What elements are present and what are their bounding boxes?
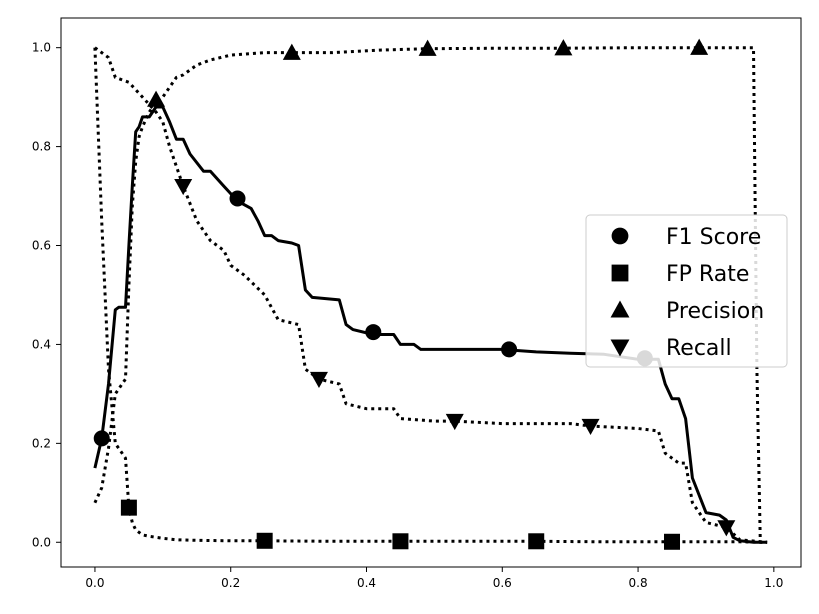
y-tick-label: 0.8: [32, 140, 51, 154]
x-tick-label: 0.2: [221, 576, 240, 590]
x-tick-label: 0.6: [493, 576, 512, 590]
x-axis: 0.0 0.2 0.4 0.6 0.8 1.0: [85, 567, 783, 590]
legend-marker-f1-score: [611, 227, 629, 245]
data-point-f1-score: [93, 430, 110, 447]
legend-box: [585, 214, 788, 368]
data-point-fp-rate: [528, 533, 545, 550]
legend-marker-precision: [610, 300, 630, 318]
y-tick-label: 1.0: [32, 41, 51, 55]
x-tick-label: 0.8: [629, 576, 648, 590]
data-point-precision: [554, 39, 573, 56]
y-tick-label: 0.2: [32, 436, 51, 450]
y-axis: 0.0 0.2 0.4 0.6 0.8 1.0: [32, 41, 61, 549]
data-point-precision: [147, 90, 166, 107]
data-point-precision: [690, 38, 709, 55]
series-layer: [93, 46, 768, 544]
series-line-recall: [94, 46, 768, 544]
data-point-recall: [717, 520, 736, 537]
y-tick-label: 0.6: [32, 239, 51, 253]
series-line-f1-score: [93, 105, 768, 544]
data-point-precision: [418, 39, 437, 56]
data-point-recall: [581, 418, 600, 436]
data-point-fp-rate: [664, 533, 681, 550]
legend-marker-fp-rate: [611, 264, 629, 282]
legend-label-f1-score: F1 Score: [666, 225, 761, 250]
data-point-recall: [445, 413, 464, 431]
legend-label-fp-rate: FP Rate: [666, 262, 749, 287]
series-line-fp-rate: [93, 47, 768, 544]
data-point-fp-rate: [120, 499, 137, 516]
plot-frame: [60, 17, 802, 568]
data-point-f1-score: [229, 190, 246, 207]
data-point-precision: [282, 43, 301, 60]
data-point-fp-rate: [256, 532, 273, 549]
series-line-precision: [93, 46, 768, 544]
data-point-fp-rate: [392, 533, 409, 550]
legend-label-precision: Precision: [666, 299, 764, 324]
y-tick-label: 0.0: [32, 535, 51, 549]
data-point-recall: [174, 178, 193, 196]
legend-marker-recall: [610, 339, 630, 357]
legend-label-recall: Recall: [666, 336, 732, 361]
data-point-recall: [309, 371, 328, 389]
data-point-f1-score: [365, 324, 382, 341]
data-point-f1-score: [501, 341, 518, 358]
y-tick-label: 0.4: [32, 337, 51, 351]
x-tick-label: 0.0: [85, 576, 104, 590]
x-tick-label: 1.0: [764, 576, 783, 590]
legend: F1 Score FP Rate Precision Recall: [585, 214, 788, 368]
x-tick-label: 0.4: [357, 576, 376, 590]
